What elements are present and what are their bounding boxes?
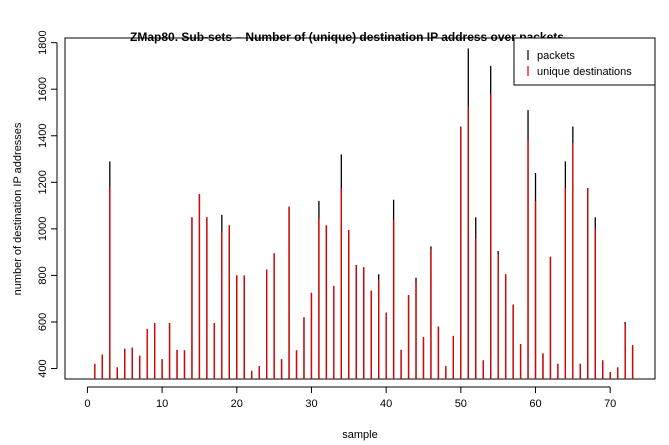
y-tick-label-600: 600 bbox=[37, 313, 49, 331]
y-tick-label-1200: 1200 bbox=[37, 170, 49, 194]
x-tick-label-20: 20 bbox=[231, 398, 243, 410]
x-tick-label-10: 10 bbox=[156, 398, 168, 410]
legend: packets unique destinations bbox=[513, 37, 656, 86]
legend-label-unique-destinations: unique destinations bbox=[537, 66, 632, 78]
y-tick-label-1800: 1800 bbox=[37, 30, 49, 54]
chart-title: ZMap80. Sub-sets – Number of (unique) de… bbox=[130, 30, 564, 44]
x-tick-label-60: 60 bbox=[529, 398, 541, 410]
x-tick-label-0: 0 bbox=[84, 398, 90, 410]
x-axis-label: sample bbox=[342, 429, 377, 441]
x-tick-label-50: 50 bbox=[455, 398, 467, 410]
y-tick-label-400: 400 bbox=[37, 359, 49, 377]
y-tick-label-1600: 1600 bbox=[37, 77, 49, 101]
y-axis: 400 600 800 1000 1200 1400 1600 1800 bbox=[37, 30, 58, 378]
x-tick-label-40: 40 bbox=[380, 398, 392, 410]
x-tick-label-70: 70 bbox=[604, 398, 616, 410]
plot-frame bbox=[64, 37, 656, 380]
legend-label-packets: packets bbox=[537, 50, 575, 62]
y-tick-label-1000: 1000 bbox=[37, 217, 49, 241]
y-axis-label: number of destination IP addresses bbox=[12, 122, 24, 295]
y-tick-label-1400: 1400 bbox=[37, 124, 49, 148]
y-tick-label-800: 800 bbox=[37, 266, 49, 284]
legend-box bbox=[513, 37, 656, 86]
bars bbox=[94, 48, 634, 379]
x-tick-label-30: 30 bbox=[305, 398, 317, 410]
x-axis: 0 10 20 30 40 50 60 70 bbox=[84, 386, 616, 410]
